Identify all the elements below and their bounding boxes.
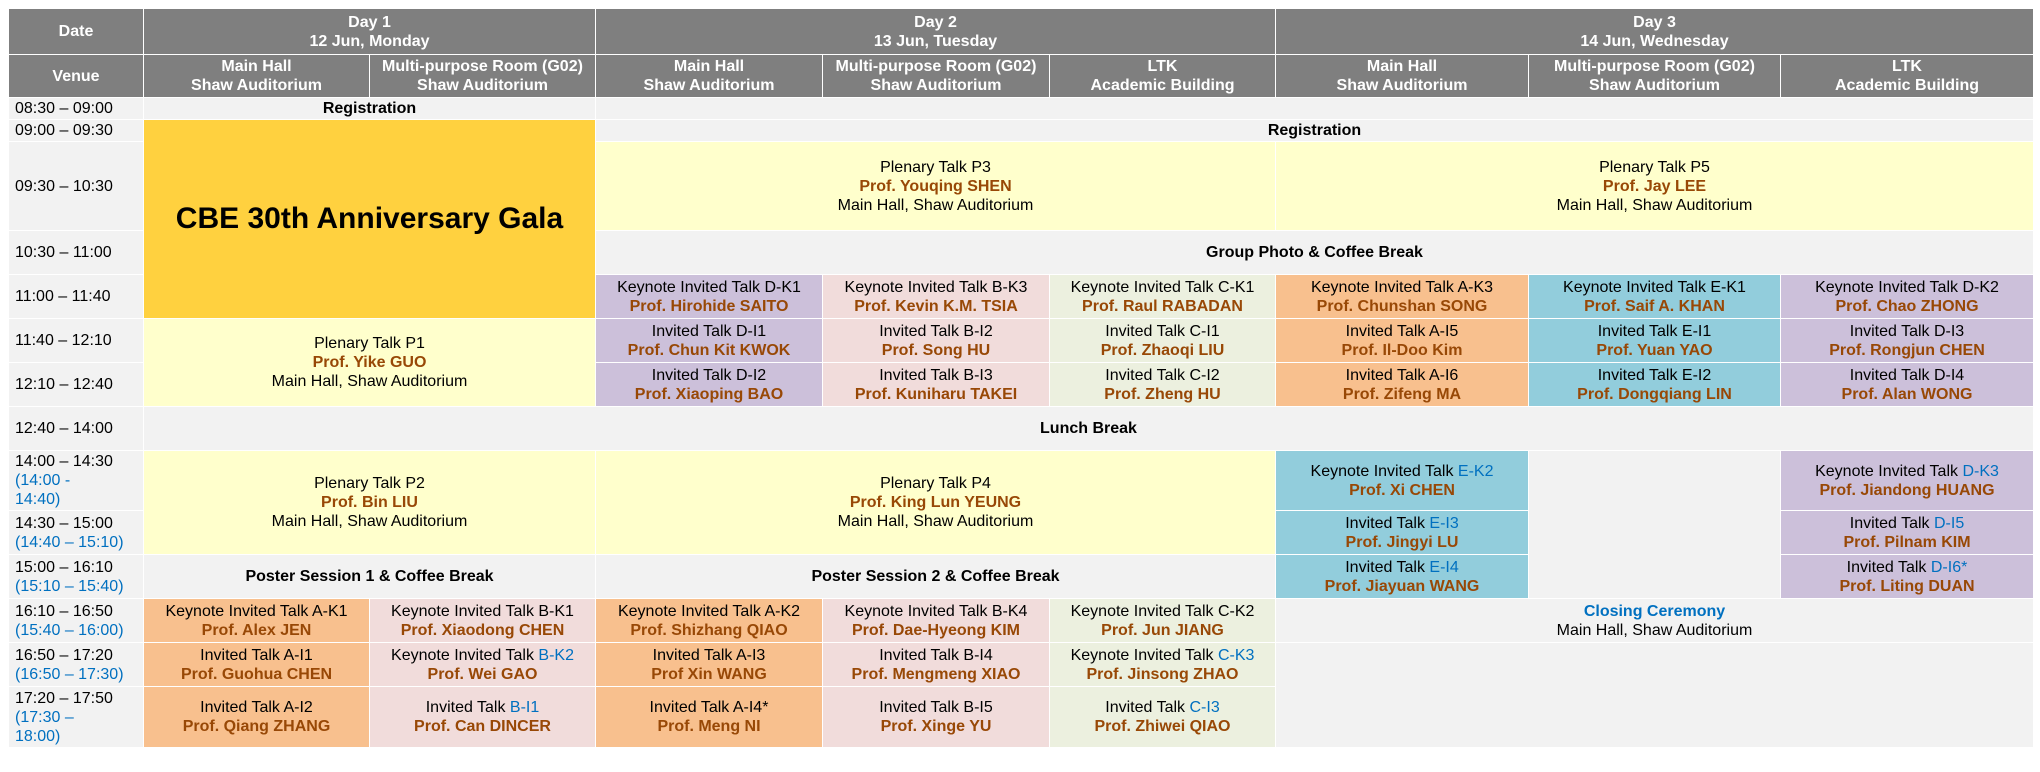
talk-c-i1: Invited Talk C-I1 Prof. Zhaoqi LIU <box>1050 319 1276 363</box>
talk-c-k3: Keynote Invited Talk C-K3 Prof. Jinsong Z… <box>1050 643 1276 687</box>
poster-session-2: Poster Session 2 & Coffee Break <box>596 555 1276 599</box>
registration-day2-3: Registration <box>596 120 2034 142</box>
talk-c-i3: Invited Talk C-I3 Prof. Zhiwei QIAO <box>1050 687 1276 748</box>
venue-d1-main: Main Hall Shaw Auditorium <box>144 55 370 98</box>
lunch-break: Lunch Break <box>144 407 2034 451</box>
talk-b-k3: Keynote Invited Talk B-K3 Prof. Kevin K.M… <box>823 275 1050 319</box>
time-slot: 09:00 – 09:30 <box>9 120 144 142</box>
talk-e-i3: Invited Talk E-I3 Prof. Jingyi LU <box>1276 511 1529 555</box>
talk-b-i5: Invited Talk B-I5 Prof. Xinge YU <box>823 687 1050 748</box>
venue-d2-mp: Multi-purpose Room (G02) Shaw Auditorium <box>823 55 1050 98</box>
talk-e-k1: Keynote Invited Talk E-K1 Prof. Saif A. K… <box>1529 275 1781 319</box>
registration-day1: Registration <box>144 98 596 120</box>
plenary-p4: Plenary Talk P4 Prof. King Lun YEUNG Main … <box>596 451 1276 555</box>
talk-d-i4: Invited Talk D-I4 Prof. Alan WONG <box>1781 363 2034 407</box>
venue-header: Venue <box>9 55 144 98</box>
talk-a-k3: Keynote Invited Talk A-K3 Prof. Chunshan … <box>1276 275 1529 319</box>
talk-d-i6: Invited Talk D-I6* Prof. Liting DUAN <box>1781 555 2034 599</box>
schedule-table: Date Day 1 12 Jun, Monday Day 2 13 Jun, Tu… <box>9 9 2034 748</box>
time-slot: 17:20 – 17:50 (17:30 –18:00) <box>9 687 144 748</box>
time-slot: 14:30 – 15:00 (14:40 – 15:10) <box>9 511 144 555</box>
day3-header: Day 3 14 Jun, Wednesday <box>1276 9 2034 55</box>
talk-c-k2: Keynote Invited Talk C-K2 Prof. Jun JIANG <box>1050 599 1276 643</box>
talk-a-i6: Invited Talk A-I6 Prof. Zifeng MA <box>1276 363 1529 407</box>
talk-b-i1: Invited Talk B-I1 Prof. Can DINCER <box>370 687 596 748</box>
time-slot: 10:30 – 11:00 <box>9 231 144 275</box>
talk-b-i2: Invited Talk B-I2 Prof. Song HU <box>823 319 1050 363</box>
group-photo-break: Group Photo & Coffee Break <box>596 231 2034 275</box>
talk-c-i2: Invited Talk C-I2 Prof. Zheng HU <box>1050 363 1276 407</box>
talk-a-k2: Keynote Invited Talk A-K2 Prof. Shizhang … <box>596 599 823 643</box>
talk-b-i3: Invited Talk B-I3 Prof. Kuniharu TAKEI <box>823 363 1050 407</box>
time-slot: 09:30 – 10:30 <box>9 142 144 231</box>
poster-session-1: Poster Session 1 & Coffee Break <box>144 555 596 599</box>
plenary-p3: Plenary Talk P3 Prof. Youqing SHEN Main Ha… <box>596 142 1276 231</box>
venue-d3-main: Main Hall Shaw Auditorium <box>1276 55 1529 98</box>
empty-cell <box>1529 451 1781 599</box>
time-slot: 11:00 – 11:40 <box>9 275 144 319</box>
day2-header: Day 2 13 Jun, Tuesday <box>596 9 1276 55</box>
talk-a-i2: Invited Talk A-I2 Prof. Qiang ZHANG <box>144 687 370 748</box>
talk-b-k2: Keynote Invited Talk B-K2 Prof. Wei GAO <box>370 643 596 687</box>
time-slot: 15:00 – 16:10 (15:10 – 15:40) <box>9 555 144 599</box>
time-slot: 11:40 – 12:10 <box>9 319 144 363</box>
talk-a-i3: Invited Talk A-I3 Prof Xin WANG <box>596 643 823 687</box>
venue-d3-ltk: LTK Academic Building <box>1781 55 2034 98</box>
talk-d-i5: Invited Talk D-I5 Prof. Pilnam KIM <box>1781 511 2034 555</box>
time-slot: 08:30 – 09:00 <box>9 98 144 120</box>
talk-a-i5: Invited Talk A-I5 Prof. Il-Doo Kim <box>1276 319 1529 363</box>
plenary-p5: Plenary Talk P5 Prof. Jay LEE Main Hall, S… <box>1276 142 2034 231</box>
gala-event: CBE 30th Anniversary Gala <box>144 120 596 319</box>
talk-e-i1: Invited Talk E-I1 Prof. Yuan YAO <box>1529 319 1781 363</box>
talk-d-k2: Keynote Invited Talk D-K2 Prof. Chao ZHON… <box>1781 275 2034 319</box>
talk-e-k2: Keynote Invited Talk E-K2 Prof. Xi CHEN <box>1276 451 1529 511</box>
talk-d-k3: Keynote Invited Talk D-K3 Prof. Jiandong … <box>1781 451 2034 511</box>
time-slot: 14:00 – 14:30 (14:00 -14:40) <box>9 451 144 511</box>
empty-cell <box>1276 643 2034 748</box>
time-slot: 12:40 – 14:00 <box>9 407 144 451</box>
talk-d-i2: Invited Talk D-I2 Prof. Xiaoping BAO <box>596 363 823 407</box>
venue-d3-mp: Multi-purpose Room (G02) Shaw Auditorium <box>1529 55 1781 98</box>
venue-d1-mp: Multi-purpose Room (G02) Shaw Auditorium <box>370 55 596 98</box>
talk-d-i3: Invited Talk D-I3 Prof. Rongjun CHEN <box>1781 319 2034 363</box>
time-slot: 16:50 – 17:20 (16:50 – 17:30) <box>9 643 144 687</box>
time-slot: 16:10 – 16:50 (15:40 – 16:00) <box>9 599 144 643</box>
venue-d2-ltk: LTK Academic Building <box>1050 55 1276 98</box>
talk-b-k1: Keynote Invited Talk B-K1 Prof. Xiaodong … <box>370 599 596 643</box>
plenary-p2: Plenary Talk P2 Prof. Bin LIU Main Hall, S… <box>144 451 596 555</box>
talk-b-i4: Invited Talk B-I4 Prof. Mengmeng XIAO <box>823 643 1050 687</box>
talk-a-k1: Keynote Invited Talk A-K1 Prof. Alex JEN <box>144 599 370 643</box>
talk-c-k1: Keynote Invited Talk C-K1 Prof. Raul RABA… <box>1050 275 1276 319</box>
date-header: Date <box>9 9 144 55</box>
venue-d2-main: Main Hall Shaw Auditorium <box>596 55 823 98</box>
plenary-p1: Plenary Talk P1 Prof. Yike GUO Main Hall, … <box>144 319 596 407</box>
time-slot: 12:10 – 12:40 <box>9 363 144 407</box>
talk-a-i4: Invited Talk A-I4* Prof. Meng NI <box>596 687 823 748</box>
talk-e-i2: Invited Talk E-I2 Prof. Dongqiang LIN <box>1529 363 1781 407</box>
talk-a-i1: Invited Talk A-I1 Prof. Guohua CHEN <box>144 643 370 687</box>
talk-d-i1: Invited Talk D-I1 Prof. Chun Kit KWOK <box>596 319 823 363</box>
day1-header: Day 1 12 Jun, Monday <box>144 9 596 55</box>
talk-d-k1: Keynote Invited Talk D-K1 Prof. Hirohide … <box>596 275 823 319</box>
talk-b-k4: Keynote Invited Talk B-K4 Prof. Dae-Hyeon… <box>823 599 1050 643</box>
closing-ceremony: Closing Ceremony Main Hall, Shaw Auditori… <box>1276 599 2034 643</box>
empty-cell <box>596 98 2034 120</box>
talk-e-i4: Invited Talk E-I4 Prof. Jiayuan WANG <box>1276 555 1529 599</box>
